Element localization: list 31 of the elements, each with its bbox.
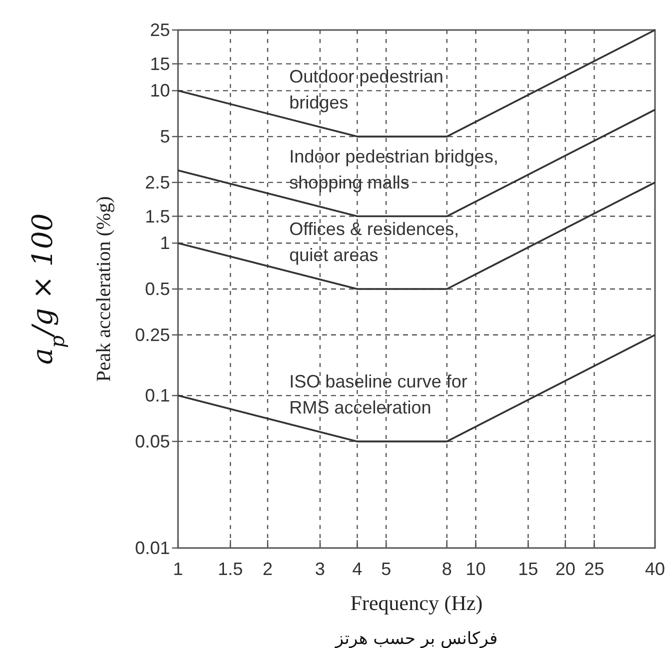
y-axis-title: Peak acceleration (%g) bbox=[93, 196, 115, 382]
x-tick-label: 10 bbox=[466, 559, 486, 579]
x-tick-label: 1.5 bbox=[218, 559, 243, 579]
x-tick-label: 3 bbox=[315, 559, 326, 579]
x-tick-label: 15 bbox=[518, 559, 538, 579]
y-tick-label: 0.5 bbox=[144, 279, 170, 299]
x-tick-label: 40 bbox=[644, 559, 666, 579]
y-tick-label: 0.05 bbox=[134, 431, 170, 452]
y-tick-label: 5 bbox=[160, 126, 170, 147]
x-tick-label: 25 bbox=[584, 559, 604, 579]
series-label: Outdoor pedestrian bridges bbox=[289, 66, 444, 113]
y-tick-label: 0.01 bbox=[134, 538, 170, 558]
x-tick-label: 4 bbox=[352, 559, 362, 579]
series-label: ISO baseline curve for RMS acceleration bbox=[289, 371, 468, 418]
series-label: Indoor pedestrian bridges, shopping malls bbox=[289, 146, 498, 192]
text: فرکانس بر حسب هرتز bbox=[334, 629, 498, 648]
y-tick-label: 0.25 bbox=[134, 324, 170, 345]
y-tick-label: 15 bbox=[150, 54, 170, 74]
x-tick-label: 1 bbox=[172, 559, 184, 579]
x-tick-label: 8 bbox=[442, 559, 452, 579]
y-tick-label: 25 bbox=[150, 20, 170, 40]
y-tick-label: 0.1 bbox=[144, 386, 170, 406]
x-tick-label: 2 bbox=[262, 559, 273, 579]
y-tick-label: 10 bbox=[150, 80, 170, 101]
y-tick-label: 2.5 bbox=[144, 172, 170, 192]
x-tick-label: 20 bbox=[555, 559, 576, 579]
y-tick-label: 1 bbox=[160, 233, 170, 254]
y-tick-label: 1.5 bbox=[144, 206, 170, 226]
x-axis-title: Frequency (Hz) bbox=[350, 591, 483, 615]
series-label: Offices & residences, quiet areas bbox=[289, 219, 460, 265]
x-tick-label: 5 bbox=[381, 559, 392, 579]
